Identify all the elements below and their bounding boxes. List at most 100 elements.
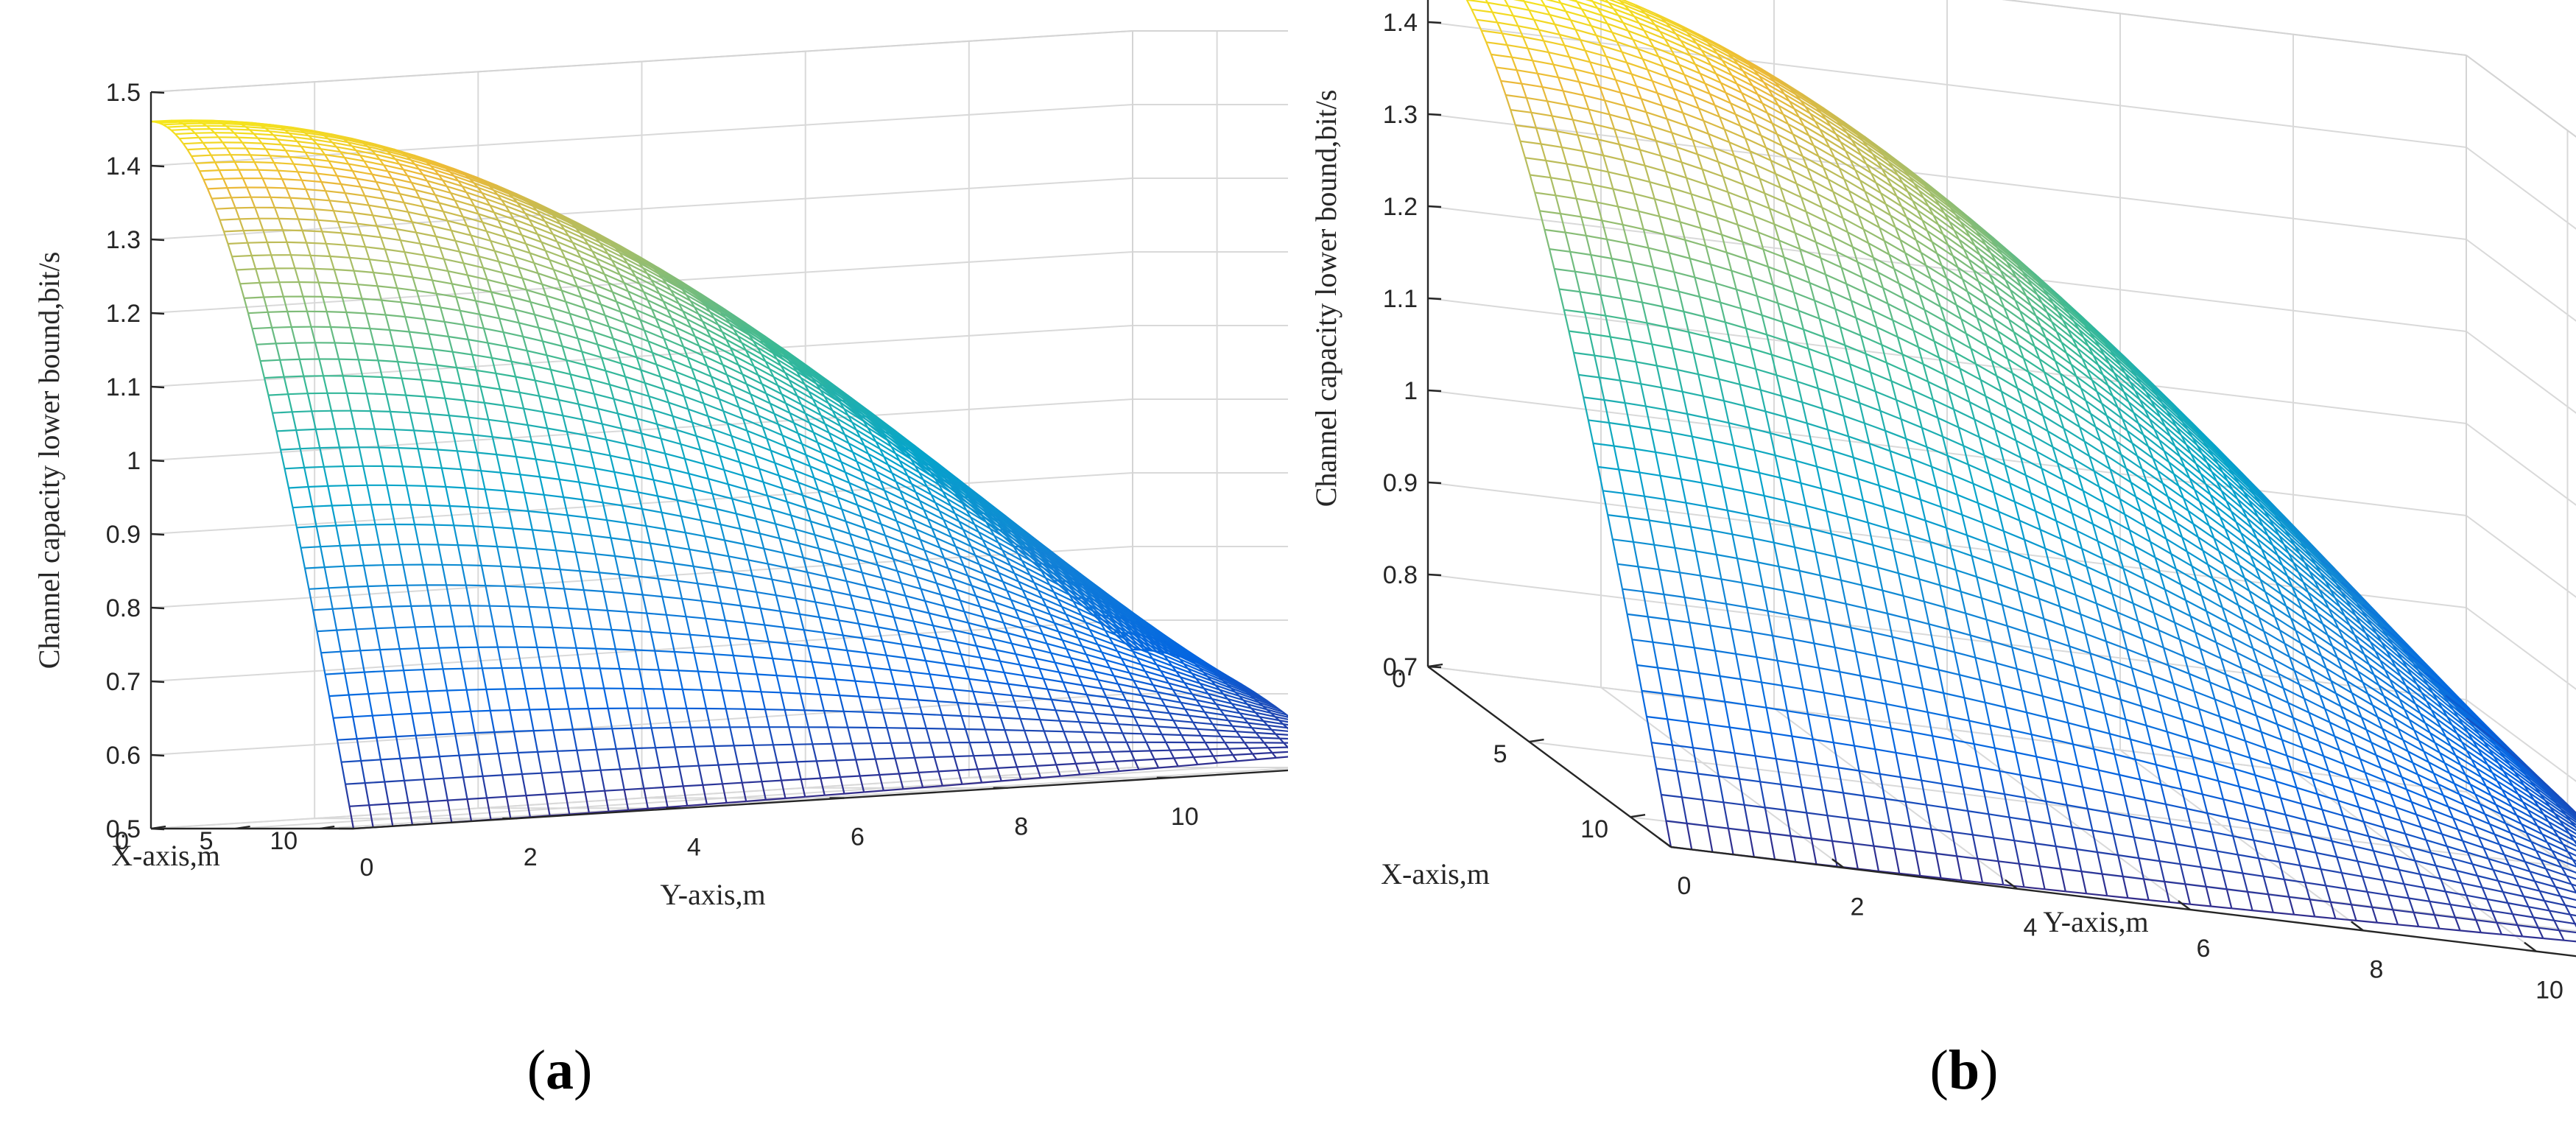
mesh-line bbox=[862, 406, 868, 410]
mesh-line bbox=[464, 400, 470, 418]
mesh-line bbox=[726, 373, 747, 385]
mesh-line bbox=[506, 236, 527, 245]
mesh-line bbox=[882, 433, 904, 449]
mesh-line bbox=[343, 566, 349, 588]
mesh-line bbox=[450, 191, 471, 200]
mesh-line bbox=[1123, 619, 1144, 631]
mesh-line bbox=[779, 537, 800, 544]
mesh-line bbox=[397, 287, 418, 292]
mesh-line bbox=[300, 447, 320, 450]
mesh-line bbox=[936, 582, 957, 591]
mesh-line bbox=[382, 564, 389, 586]
mesh-line bbox=[1179, 658, 1200, 669]
mesh-line bbox=[526, 793, 546, 797]
mesh-line bbox=[314, 267, 334, 270]
mesh-line bbox=[820, 415, 826, 424]
mesh-line bbox=[397, 361, 403, 379]
mesh-line bbox=[995, 650, 1002, 662]
mesh-line bbox=[373, 271, 393, 275]
mesh-line bbox=[546, 295, 566, 303]
mesh-line bbox=[712, 302, 717, 306]
mesh-line bbox=[299, 448, 306, 468]
mesh-line bbox=[699, 391, 705, 404]
mesh-line bbox=[680, 443, 686, 460]
mesh-line bbox=[901, 446, 906, 449]
mesh-line bbox=[811, 368, 817, 374]
mesh-line bbox=[547, 210, 553, 216]
mesh-line bbox=[568, 267, 574, 278]
mesh-line bbox=[996, 508, 1002, 513]
mesh-line bbox=[402, 152, 408, 158]
mesh-line bbox=[621, 428, 627, 445]
mesh-line bbox=[1092, 610, 1098, 618]
mesh-line bbox=[430, 164, 451, 173]
mesh-line bbox=[554, 319, 574, 327]
mesh-line bbox=[572, 728, 593, 731]
mesh-line bbox=[278, 218, 284, 231]
mesh-line bbox=[1093, 671, 1099, 681]
mesh-line bbox=[678, 303, 700, 315]
mesh-line bbox=[496, 372, 516, 378]
mesh-line bbox=[665, 275, 670, 278]
mesh-line bbox=[650, 630, 671, 634]
mesh-line bbox=[449, 171, 471, 180]
mesh-line bbox=[929, 459, 935, 465]
mesh-line bbox=[702, 320, 723, 333]
mesh-line bbox=[434, 169, 455, 178]
mesh-line bbox=[662, 596, 683, 600]
mesh-line bbox=[535, 458, 556, 463]
mesh-line bbox=[890, 670, 895, 685]
mesh-line bbox=[626, 251, 631, 254]
mesh-line bbox=[1010, 643, 1017, 655]
mesh-line bbox=[944, 663, 951, 677]
mesh-line bbox=[521, 773, 527, 796]
mesh-line bbox=[1025, 567, 1031, 576]
mesh-line bbox=[940, 479, 945, 482]
mesh-line bbox=[781, 434, 803, 445]
mesh-line bbox=[691, 422, 697, 437]
mesh-line bbox=[401, 466, 408, 486]
mesh-line bbox=[1158, 725, 1178, 729]
mesh-line bbox=[996, 704, 1017, 709]
mesh-line bbox=[449, 605, 456, 627]
mesh-line bbox=[568, 709, 574, 730]
mesh-line bbox=[465, 585, 471, 606]
mesh-line bbox=[645, 448, 666, 454]
mesh-line bbox=[281, 144, 286, 151]
mesh-line bbox=[513, 219, 519, 228]
mesh-line bbox=[883, 456, 904, 469]
mesh-line bbox=[792, 365, 798, 372]
mesh-line bbox=[355, 629, 362, 651]
mesh-line bbox=[691, 488, 698, 505]
mesh-line bbox=[706, 365, 712, 377]
mesh-line bbox=[918, 454, 923, 461]
mesh-line bbox=[688, 473, 694, 490]
mesh-line bbox=[1060, 581, 1066, 589]
mesh-line bbox=[555, 218, 561, 225]
mesh-line bbox=[197, 121, 203, 124]
mesh-line bbox=[182, 123, 188, 127]
mesh-line bbox=[686, 294, 707, 307]
mesh-line bbox=[781, 435, 787, 447]
mesh-line bbox=[1031, 536, 1037, 541]
mesh-line bbox=[800, 377, 806, 385]
mesh-line bbox=[643, 291, 649, 301]
mesh-line bbox=[579, 223, 584, 228]
mesh-line bbox=[468, 506, 474, 527]
mesh-line bbox=[722, 364, 743, 376]
mesh-line bbox=[320, 446, 340, 449]
mesh-line bbox=[905, 594, 926, 602]
mesh-line bbox=[957, 770, 963, 785]
mesh-line bbox=[685, 616, 691, 635]
mesh-line bbox=[689, 727, 696, 747]
mesh-line bbox=[410, 605, 416, 628]
mesh-line bbox=[451, 229, 471, 236]
mesh-line bbox=[938, 484, 959, 498]
mesh-line bbox=[1173, 758, 1179, 767]
mesh-line bbox=[473, 525, 493, 528]
mesh-line bbox=[575, 647, 582, 669]
mesh-line bbox=[359, 154, 380, 161]
mesh-line bbox=[788, 379, 795, 389]
mesh-line bbox=[820, 414, 842, 427]
mesh-line bbox=[1030, 606, 1051, 616]
